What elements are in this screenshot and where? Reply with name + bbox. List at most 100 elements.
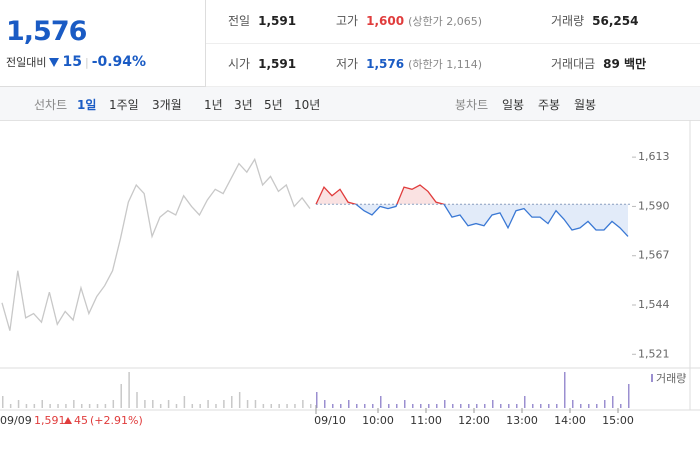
volume-bar — [580, 404, 582, 408]
summary-value: 1,576 — [366, 57, 405, 71]
volume-bar — [540, 404, 542, 408]
volume-bar — [380, 396, 382, 408]
volume-bar — [348, 400, 350, 408]
volume-bar — [278, 404, 280, 408]
x-tick-label: 11:00 — [410, 414, 442, 427]
volume-bar — [223, 400, 225, 408]
x-tick-label: 15:00 — [602, 414, 634, 427]
period-tab[interactable]: 1년 — [204, 98, 223, 112]
volume-bar — [9, 404, 12, 408]
x-tick-label: 12:00 — [458, 414, 490, 427]
summary-note: (하한가 1,114) — [408, 58, 482, 71]
volume-bar — [340, 404, 342, 408]
period-tab[interactable]: 10년 — [294, 98, 321, 112]
summary-label: 전일 — [228, 14, 251, 28]
volume-bar — [524, 396, 526, 408]
volume-bar — [436, 404, 438, 408]
volume-bar — [183, 396, 186, 408]
volume-bar — [2, 396, 4, 408]
x-tick-label: 10:00 — [362, 414, 394, 427]
y-tick-label: 1,613 — [638, 150, 670, 163]
summary-cell: 거래대금 89 백만 — [551, 43, 646, 86]
summary-cell: 거래량 56,254 — [551, 0, 638, 43]
volume-bar — [476, 404, 478, 408]
volume-bar — [412, 404, 414, 408]
tab-group-label: 봉차트 — [455, 98, 489, 112]
volume-bar — [356, 404, 358, 408]
summary-note: (상한가 2,065) — [408, 15, 482, 28]
volume-bar — [41, 400, 43, 408]
volume-bar — [136, 392, 138, 408]
volume-bar — [152, 400, 154, 408]
volume-bar — [628, 384, 630, 408]
x-tick-label: 09/10 — [314, 414, 346, 427]
summary-value: 1,600 — [366, 14, 405, 28]
volume-bar — [191, 404, 194, 408]
volume-bar — [484, 404, 486, 408]
volume-bar — [310, 404, 312, 408]
volume-bar — [556, 404, 558, 408]
summary-value: 1,591 — [258, 57, 297, 71]
summary-cell: 전일 1,591 — [228, 0, 296, 43]
volume-bar — [620, 404, 622, 408]
change: 전일대비 15 | -0.94% — [6, 54, 147, 70]
chart: 1,613 1,590 1,567 1,544 1,521 거래량 09/10 10:00 11… — [0, 120, 700, 427]
volume-bar — [159, 404, 162, 408]
volume-bar — [199, 404, 201, 408]
volume-bar — [238, 392, 241, 408]
volume-bar — [404, 400, 406, 408]
x-tick-label: 13:00 — [506, 414, 538, 427]
summary-cell: 시가 1,591 — [228, 43, 296, 86]
volume-bar — [508, 404, 510, 408]
summary-label: 저가 — [336, 57, 359, 71]
volume-bar — [57, 404, 59, 408]
volume-bar — [588, 404, 590, 408]
y-tick-label: 1,590 — [638, 199, 670, 212]
volume-bar — [452, 404, 454, 408]
volume-bar — [215, 404, 217, 408]
volume-bar — [104, 404, 107, 408]
volume-bar — [144, 400, 146, 408]
price: 1,576 — [6, 16, 87, 47]
change-value: 15 — [62, 54, 82, 70]
previous-close: 1,591 — [34, 414, 66, 427]
volume-bar — [492, 400, 494, 408]
volume-bar — [128, 372, 130, 408]
volume-bar — [420, 404, 422, 408]
area-up — [316, 185, 628, 205]
period-tab[interactable]: 1일 — [77, 98, 97, 112]
volume-bar — [73, 400, 75, 408]
y-tick-label: 1,567 — [638, 249, 670, 262]
summary-row: 시가 1,591 저가 1,576 (하한가 1,114) 거래대금 89 백만 — [206, 43, 700, 87]
volume-bar — [516, 404, 518, 408]
change-rate: -0.94% — [91, 54, 147, 70]
x-tick-label: 14:00 — [554, 414, 586, 427]
volume-bar — [332, 404, 334, 408]
candle-tab[interactable]: 일봉 — [502, 98, 525, 112]
summary-cell: 고가 1,600 (상한가 2,065) — [336, 0, 482, 43]
summary-label: 고가 — [336, 14, 359, 28]
volume-bar — [302, 400, 304, 408]
volume-bar — [49, 404, 51, 408]
candle-tab[interactable]: 월봉 — [574, 98, 597, 112]
candle-tab[interactable]: 주봉 — [538, 98, 561, 112]
volume-bar — [286, 404, 288, 408]
previous-line — [1, 157, 311, 331]
period-tab[interactable]: 3년 — [234, 98, 253, 112]
volume-bar — [262, 404, 265, 408]
volume-bar — [80, 404, 83, 408]
area-down — [316, 204, 628, 237]
volume-bar — [500, 404, 502, 408]
previous-rate: (+2.91%) — [90, 414, 143, 427]
period-tab[interactable]: 1주일 — [109, 98, 139, 112]
volume-bar — [231, 396, 233, 408]
volume-bar — [112, 400, 115, 408]
period-tabs: 선차트 1일 1주일 3개월 1년 3년 5년 10년 봉차트 일봉 주봉 월봉 — [0, 87, 700, 121]
period-tab[interactable]: 3개월 — [152, 98, 182, 112]
period-tab[interactable]: 5년 — [264, 98, 283, 112]
volume-bar — [548, 404, 550, 408]
y-tick-label: 1,544 — [638, 298, 670, 311]
volume-bar — [33, 404, 36, 408]
volume-bar — [564, 372, 566, 408]
volume-bar — [324, 400, 326, 408]
